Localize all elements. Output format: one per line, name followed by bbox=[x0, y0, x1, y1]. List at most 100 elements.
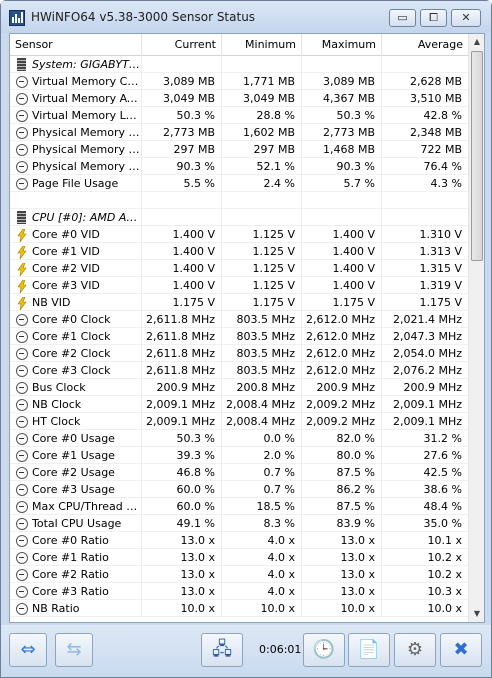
layout-toggle-button[interactable]: ⇆ bbox=[55, 633, 93, 667]
sensor-name-cell: Total CPU Usage bbox=[10, 515, 142, 532]
table-row[interactable] bbox=[10, 192, 468, 209]
table-row[interactable]: Core #0 VID 1.400 V 1.125 V 1.400 V 1.310 V bbox=[10, 226, 468, 243]
current-value: 10.0 x bbox=[142, 600, 222, 617]
sensor-name-cell: CPU [#0]: AMD Ath... bbox=[10, 209, 142, 226]
expand-collapse-button[interactable]: ⇔ bbox=[9, 633, 47, 667]
average-value: 2,009.1 MHz bbox=[392, 398, 462, 411]
average-value: 2,348 MB bbox=[409, 126, 462, 139]
table-row[interactable]: Page File Usage 5.5 % 2.4 % 5.7 % 4.3 % bbox=[10, 175, 468, 192]
table-row[interactable]: Core #2 VID 1.400 V 1.125 V 1.400 V 1.315 V bbox=[10, 260, 468, 277]
table-row[interactable]: NB Ratio 10.0 x 10.0 x 10.0 x 10.0 x bbox=[10, 600, 468, 617]
sensor-label: NB Ratio bbox=[32, 602, 80, 615]
sensor-group-row[interactable]: CPU [#0]: AMD Ath... bbox=[10, 209, 468, 226]
table-row[interactable]: Virtual Memory Load 50.3 % 28.8 % 50.3 % 42.… bbox=[10, 107, 468, 124]
maximize-button[interactable]: ⧠ bbox=[420, 9, 447, 27]
table-row[interactable]: Total CPU Usage 49.1 % 8.3 % 83.9 % 35.0 % bbox=[10, 515, 468, 532]
table-row[interactable]: Virtual Memory Com...3,089 MB1,771 MB3,0… bbox=[10, 73, 468, 90]
window-title: HWiNFO64 v5.38-3000 Sensor Status bbox=[31, 10, 256, 24]
logging-report-button[interactable]: 📄 bbox=[348, 633, 390, 667]
title-bar[interactable]: HWiNFO64 v5.38-3000 Sensor Status ▭ ⧠ ✕ bbox=[1, 1, 491, 33]
current-value: 13.0 x bbox=[142, 532, 222, 549]
settings-button[interactable]: ⚙ bbox=[394, 633, 436, 667]
scroll-up-arrow-icon[interactable]: ▲ bbox=[473, 37, 481, 46]
average-value: 2,054.0 MHz bbox=[392, 347, 462, 360]
table-row[interactable]: Core #0 Clock 2,611.8 MHz 803.5 MHz 2,612.0… bbox=[10, 311, 468, 328]
minimum-value: 803.5 MHz bbox=[222, 362, 302, 379]
table-row[interactable]: Core #0 Ratio 13.0 x 4.0 x 13.0 x 10.1 x bbox=[10, 532, 468, 549]
table-row[interactable]: Bus Clock 200.9 MHz 200.8 MHz 200.9 MHz 200.… bbox=[10, 379, 468, 396]
sensor-name-cell: Physical Memory Av... bbox=[10, 141, 142, 158]
maximum-value: 2,009.2 MHz bbox=[302, 413, 382, 430]
minimum-value: 2.4 % bbox=[222, 175, 302, 192]
table-row[interactable]: Virtual Memory Avai... 3,049 MB 3,049 MB 4,… bbox=[10, 90, 468, 107]
sensor-name-cell: Core #1 Ratio bbox=[10, 549, 142, 566]
table-row[interactable]: Physical Memory Load90.3 %52.1 %90.3 %76… bbox=[10, 158, 468, 175]
minimum-value: 0.7 % bbox=[222, 464, 302, 481]
reset-clock-button[interactable]: 🕒 bbox=[303, 633, 345, 667]
sensor-name-cell: Core #1 VID bbox=[10, 243, 142, 260]
maximum-value: 200.9 MHz bbox=[302, 379, 382, 396]
table-row[interactable]: Core #1 Clock 2,611.8 MHz 803.5 MHz 2,612.0… bbox=[10, 328, 468, 345]
column-header-average[interactable]: Average bbox=[417, 38, 463, 51]
minimum-value: 10.0 x bbox=[222, 600, 302, 617]
table-row[interactable]: Core #1 VID 1.400 V 1.125 V 1.400 V 1.313 V bbox=[10, 243, 468, 260]
average-value: 1.319 V bbox=[419, 279, 462, 292]
current-value: 2,009.1 MHz bbox=[142, 396, 222, 413]
table-row[interactable]: Core #2 Ratio 13.0 x 4.0 x 13.0 x 10.2 x bbox=[10, 566, 468, 583]
column-header-maximum[interactable]: Maximum bbox=[302, 34, 382, 56]
elapsed-timer: 0:06:01 bbox=[259, 643, 302, 656]
sensor-label: Page File Usage bbox=[32, 177, 119, 190]
table-row[interactable]: NB VID 1.175 V 1.175 V 1.175 V 1.175 V bbox=[10, 294, 468, 311]
column-header-minimum[interactable]: Minimum bbox=[222, 34, 302, 56]
close-sensors-button[interactable]: ✖ bbox=[440, 633, 482, 667]
clock-icon bbox=[16, 416, 28, 428]
sensor-name-cell: Page File Usage bbox=[10, 175, 142, 192]
current-value: 3,089 MB bbox=[142, 73, 222, 90]
table-row[interactable]: Core #3 Usage 60.0 % 0.7 % 86.2 % 38.6 % bbox=[10, 481, 468, 498]
column-header-current[interactable]: Current bbox=[142, 34, 222, 56]
average-value: 42.5 % bbox=[423, 466, 462, 479]
current-value: 2,611.8 MHz bbox=[142, 328, 222, 345]
close-window-button[interactable]: ✕ bbox=[451, 9, 481, 27]
clock-icon bbox=[16, 586, 28, 598]
sensor-label: Core #3 Ratio bbox=[32, 585, 109, 598]
sensor-label: Core #0 VID bbox=[32, 228, 100, 241]
maximum-value: 50.3 % bbox=[302, 107, 382, 124]
table-row[interactable]: Core #1 Usage 39.3 % 2.0 % 80.0 % 27.6 % bbox=[10, 447, 468, 464]
column-header-sensor[interactable]: Sensor bbox=[10, 34, 142, 56]
table-row[interactable]: Physical Memory Av... 297 MB 297 MB 1,468 M… bbox=[10, 141, 468, 158]
clock-icon bbox=[16, 569, 28, 581]
sensor-group-row[interactable]: System: GIGABYTE ... bbox=[10, 56, 468, 73]
current-value: 50.3 % bbox=[142, 107, 222, 124]
scrollbar-thumb[interactable] bbox=[471, 51, 483, 261]
sensor-name-cell: Bus Clock bbox=[10, 379, 142, 396]
table-row[interactable]: HT Clock 2,009.1 MHz 2,008.4 MHz 2,009.2 MH… bbox=[10, 413, 468, 430]
table-row[interactable]: Core #3 Ratio 13.0 x 4.0 x 13.0 x 10.3 x bbox=[10, 583, 468, 600]
minimize-button[interactable]: ▭ bbox=[389, 9, 416, 27]
sensor-name-cell: Core #3 Ratio bbox=[10, 583, 142, 600]
clock-icon bbox=[16, 535, 28, 547]
average-value: 1.315 V bbox=[419, 262, 462, 275]
network-button[interactable]: 🖧 bbox=[201, 633, 243, 667]
table-row[interactable]: Core #3 Clock 2,611.8 MHz 803.5 MHz 2,612.0… bbox=[10, 362, 468, 379]
maximum-value: 83.9 % bbox=[302, 515, 382, 532]
current-value: 49.1 % bbox=[142, 515, 222, 532]
scroll-down-arrow-icon[interactable]: ▼ bbox=[473, 609, 481, 618]
table-row[interactable]: Max CPU/Thread U... 60.0 % 18.5 % 87.5 % 48.… bbox=[10, 498, 468, 515]
maximum-value bbox=[302, 192, 382, 209]
table-row[interactable]: Physical Memory Used2,773 MB1,602 MB2,77… bbox=[10, 124, 468, 141]
table-row[interactable]: Core #2 Usage 46.8 % 0.7 % 87.5 % 42.5 % bbox=[10, 464, 468, 481]
maximum-value: 2,612.0 MHz bbox=[302, 311, 382, 328]
clock-icon bbox=[16, 348, 28, 360]
close-icon: ✕ bbox=[461, 11, 471, 24]
sensor-label: Core #3 VID bbox=[32, 279, 100, 292]
vertical-scrollbar[interactable]: ▲ ▼ bbox=[468, 34, 484, 622]
minimum-value bbox=[222, 209, 302, 226]
average-value bbox=[382, 56, 468, 73]
table-row[interactable]: Core #1 Ratio 13.0 x 4.0 x 13.0 x 10.2 x bbox=[10, 549, 468, 566]
table-row[interactable]: Core #2 Clock 2,611.8 MHz 803.5 MHz 2,612.0… bbox=[10, 345, 468, 362]
sensor-label: Core #1 VID bbox=[32, 245, 100, 258]
table-row[interactable]: Core #3 VID 1.400 V 1.125 V 1.400 V 1.319 V bbox=[10, 277, 468, 294]
table-row[interactable]: Core #0 Usage 50.3 % 0.0 % 82.0 % 31.2 % bbox=[10, 430, 468, 447]
table-row[interactable]: NB Clock 2,009.1 MHz 2,008.4 MHz 2,009.2 MH… bbox=[10, 396, 468, 413]
